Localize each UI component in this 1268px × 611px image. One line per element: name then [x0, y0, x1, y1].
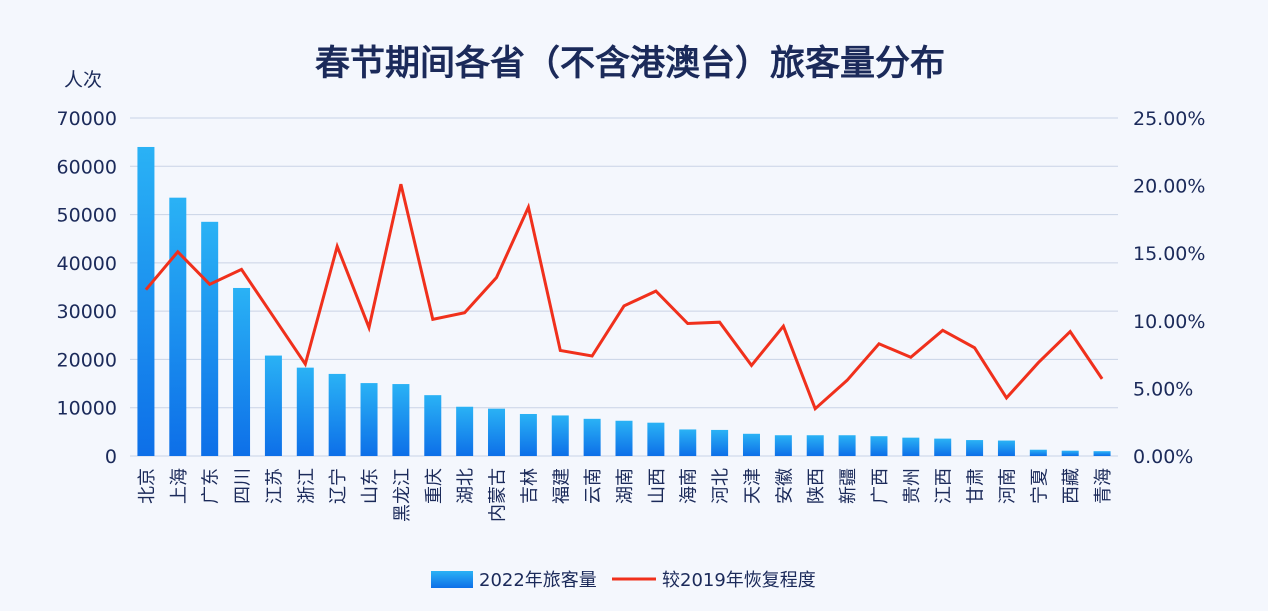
left-tick-label: 50000	[57, 205, 117, 227]
bar	[583, 418, 601, 456]
bar	[328, 373, 346, 456]
category-label: 河北	[711, 468, 732, 504]
category-label: 江西	[934, 468, 955, 504]
left-tick-label: 40000	[57, 253, 117, 275]
right-tick-label: 20.00%	[1133, 176, 1205, 198]
category-label: 新疆	[838, 468, 859, 504]
bar	[1029, 449, 1047, 456]
left-tick-label: 10000	[57, 398, 117, 420]
category-label: 河南	[997, 468, 1018, 504]
category-label: 宁夏	[1029, 468, 1050, 504]
category-label: 北京	[137, 468, 158, 504]
category-label: 西藏	[1061, 468, 1082, 504]
category-labels: 北京 上海 广东 四川 江苏 浙江 辽宁 山东 黑龙江 重庆 湖北 内蒙古 吉林 福建 云南 湖南 山西 海南 河北…	[137, 468, 1114, 522]
category-label: 云南	[583, 468, 604, 504]
left-tick-label: 60000	[57, 156, 117, 178]
right-tick-label: 10.00%	[1133, 311, 1205, 333]
bar	[806, 435, 824, 456]
bar	[424, 395, 442, 456]
bar	[360, 383, 378, 456]
category-label: 山西	[647, 468, 668, 504]
bar	[392, 384, 410, 456]
category-label: 上海	[169, 468, 190, 504]
bar	[647, 422, 665, 456]
category-label: 天津	[742, 468, 763, 504]
category-label: 贵州	[902, 468, 923, 504]
bar	[519, 413, 537, 456]
bar	[934, 438, 952, 456]
category-label: 广东	[201, 468, 222, 504]
chart-title: 春节期间各省（不含港澳台）旅客量分布	[315, 43, 945, 84]
grid-lines	[130, 117, 1118, 457]
bar	[456, 406, 474, 456]
bar	[902, 437, 920, 456]
bar	[296, 367, 314, 456]
bar	[137, 146, 155, 456]
category-label: 安徽	[774, 468, 795, 504]
bar	[488, 408, 506, 456]
bar	[169, 197, 187, 456]
legend-bar-swatch	[431, 571, 473, 588]
bar	[966, 440, 984, 456]
category-label: 福建	[551, 468, 572, 504]
bar	[233, 287, 251, 456]
bar	[264, 355, 282, 456]
line-series	[144, 183, 1104, 412]
category-label: 陕西	[806, 468, 827, 504]
category-label: 重庆	[424, 468, 445, 504]
right-tick-label: 0.00%	[1133, 446, 1193, 468]
bar	[711, 429, 729, 456]
category-label: 甘肃	[966, 468, 987, 504]
category-label: 湖南	[615, 468, 636, 504]
left-tick-label: 70000	[57, 108, 117, 130]
bar	[1061, 450, 1079, 456]
bar	[615, 420, 633, 456]
bar	[679, 429, 697, 456]
right-axis-ticks: 25.00% 20.00% 15.00% 10.00% 5.00% 0.00%	[1133, 108, 1205, 468]
bar	[870, 436, 888, 456]
left-tick-label: 20000	[57, 349, 117, 371]
category-label: 山东	[360, 468, 381, 504]
category-label: 青海	[1093, 468, 1114, 504]
category-label: 广西	[870, 468, 891, 504]
legend-bar-label: 2022年旅客量	[479, 570, 597, 591]
category-label: 湖北	[456, 468, 477, 504]
right-tick-label: 5.00%	[1133, 378, 1193, 400]
bar	[838, 435, 856, 456]
left-tick-label: 0	[105, 446, 117, 468]
legend: 2022年旅客量 较2019年恢复程度	[431, 570, 816, 591]
recovery-line	[144, 183, 1104, 412]
legend-line-label: 较2019年恢复程度	[662, 570, 816, 591]
right-tick-label: 15.00%	[1133, 243, 1205, 265]
category-label: 辽宁	[328, 468, 349, 504]
bar	[551, 415, 569, 456]
left-tick-label: 30000	[57, 301, 117, 323]
category-label: 四川	[233, 468, 254, 504]
category-label: 海南	[679, 468, 700, 504]
bar	[774, 435, 792, 456]
right-tick-label: 25.00%	[1133, 108, 1205, 130]
bar	[997, 440, 1015, 456]
bar	[742, 433, 760, 456]
bar-series	[137, 146, 1111, 456]
bar	[1093, 451, 1111, 456]
left-axis-label: 人次	[64, 69, 102, 91]
category-label: 内蒙古	[488, 468, 509, 522]
category-label: 吉林	[519, 468, 540, 504]
left-axis-ticks: 70000 60000 50000 40000 30000 20000 10000 0	[57, 108, 117, 468]
category-label: 浙江	[296, 468, 317, 504]
category-label: 黑龙江	[392, 468, 413, 522]
category-label: 江苏	[264, 468, 285, 504]
bar	[201, 221, 219, 456]
